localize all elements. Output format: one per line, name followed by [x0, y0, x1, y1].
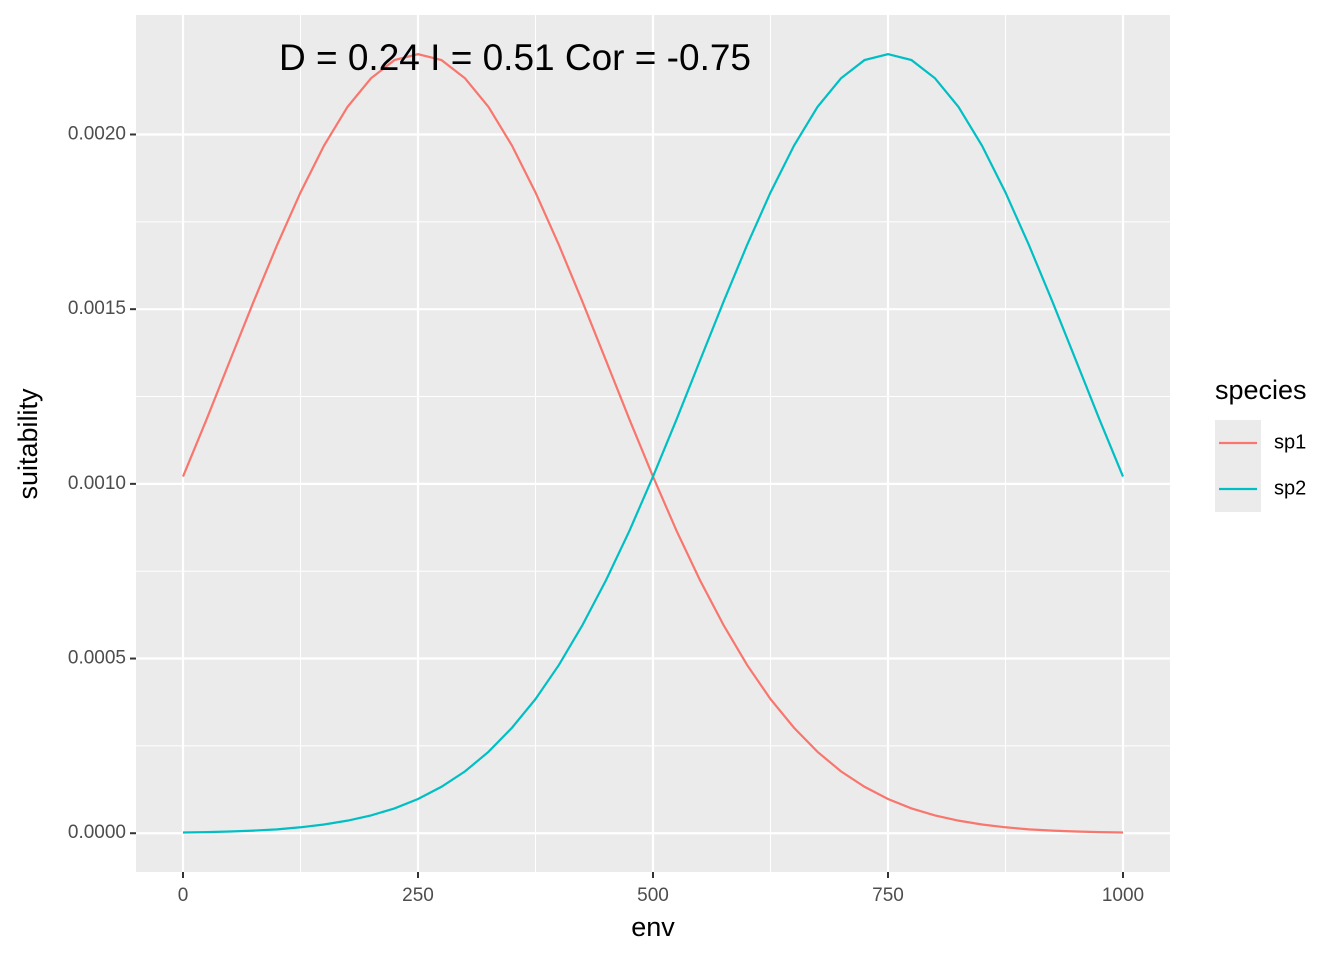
x-tick-label: 250 — [402, 885, 434, 906]
y-tick-label: 0.0015 — [68, 298, 126, 319]
x-tick-label: 0 — [178, 885, 189, 906]
x-tick-label: 1000 — [1102, 885, 1144, 906]
annotation: D = 0.24 I = 0.51 Cor = -0.75 — [279, 37, 751, 78]
y-tick-label: 0.0010 — [68, 473, 126, 494]
y-tick-label: 0.0000 — [68, 822, 126, 843]
legend-label: sp1 — [1274, 431, 1306, 453]
x-tick-label: 750 — [872, 885, 904, 906]
y-axis-label: suitability — [13, 388, 43, 500]
legend-label: sp2 — [1274, 477, 1306, 499]
legend-title: species — [1215, 375, 1307, 405]
y-tick-label: 0.0020 — [68, 123, 126, 144]
lines — [181, 52, 1125, 834]
legend-keys — [1215, 420, 1261, 512]
x-axis-label: env — [631, 912, 675, 942]
x-tick-label: 500 — [637, 885, 669, 906]
y-tick-label: 0.0005 — [68, 648, 126, 669]
grid — [136, 15, 1170, 872]
series-line — [182, 52, 1125, 834]
